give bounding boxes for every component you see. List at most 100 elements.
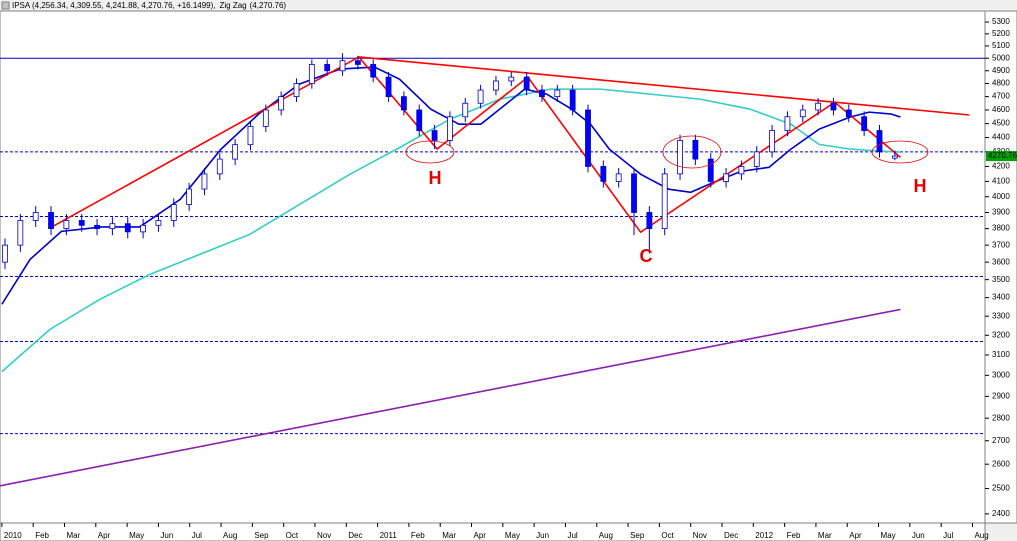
x-tick-label: Mar bbox=[818, 531, 832, 540]
indicator-line bbox=[358, 56, 970, 116]
candle-body bbox=[723, 173, 729, 182]
candle-body bbox=[63, 220, 70, 229]
candle-body bbox=[216, 158, 223, 175]
candle-body bbox=[32, 212, 39, 221]
x-tick-label: Apr bbox=[98, 531, 111, 540]
x-tick-label: Feb bbox=[411, 531, 425, 540]
candle-body bbox=[677, 139, 683, 175]
candle-body bbox=[170, 204, 177, 221]
candle-body bbox=[17, 220, 24, 246]
candle-body bbox=[308, 64, 315, 84]
x-tick-label: Jul bbox=[943, 531, 953, 540]
candle-body bbox=[155, 220, 162, 226]
candle-body bbox=[799, 109, 806, 118]
candle-body bbox=[339, 60, 346, 72]
x-tick-label: Oct bbox=[661, 531, 674, 540]
y-tick-label: 4500 bbox=[992, 119, 1010, 128]
x-tick-label: Jul bbox=[567, 531, 577, 540]
y-tick-label: 3900 bbox=[992, 208, 1010, 217]
x-tick-label: Aug bbox=[974, 531, 988, 540]
candle-body bbox=[109, 223, 116, 229]
x-tick-label: 2010 bbox=[4, 531, 22, 540]
candle-body bbox=[201, 173, 208, 190]
candle-body bbox=[186, 188, 193, 205]
candle-body bbox=[140, 224, 146, 233]
legend-text: (4,270.76) bbox=[250, 1, 287, 10]
candle-body bbox=[692, 139, 699, 160]
candle-body bbox=[370, 64, 377, 78]
x-tick-label: Jul bbox=[192, 531, 202, 540]
y-tick-label: 4200 bbox=[992, 162, 1010, 171]
candle-body bbox=[876, 130, 883, 153]
candle-body bbox=[600, 166, 607, 182]
y-tick-label: 3100 bbox=[992, 350, 1010, 359]
candle-body bbox=[78, 220, 85, 226]
indicator-line bbox=[0, 308, 901, 487]
x-axis-area bbox=[0, 522, 986, 541]
x-tick-label: Feb bbox=[787, 531, 801, 540]
candle-body bbox=[262, 109, 269, 127]
candle-body bbox=[815, 102, 822, 111]
x-tick-label: 2012 bbox=[755, 531, 773, 540]
x-tick-label: Dec bbox=[348, 531, 362, 540]
candle-body bbox=[523, 76, 530, 91]
y-tick-label: 3400 bbox=[992, 293, 1010, 302]
legend-text: Zig Zag bbox=[220, 1, 247, 10]
candle-body bbox=[784, 116, 791, 131]
x-tick-label: May bbox=[881, 531, 896, 540]
candle-body bbox=[585, 109, 591, 167]
y-tick-label: 3700 bbox=[992, 240, 1010, 249]
candle-body bbox=[493, 80, 499, 91]
y-tick-label: 3500 bbox=[992, 275, 1010, 284]
x-tick-label: Jun bbox=[536, 531, 549, 540]
plot-area bbox=[0, 10, 986, 524]
candle-body bbox=[738, 166, 745, 175]
candle-body bbox=[753, 151, 760, 167]
annotation: H bbox=[914, 176, 927, 196]
x-tick-label: Sep bbox=[630, 531, 645, 540]
x-tick-label: Oct bbox=[286, 531, 299, 540]
y-tick-label: 4900 bbox=[992, 66, 1010, 75]
candle-body bbox=[615, 173, 622, 182]
y-tick-label: 5300 bbox=[992, 17, 1010, 26]
y-tick-label: 4400 bbox=[992, 133, 1010, 142]
candle-body bbox=[477, 89, 484, 104]
candle-body bbox=[554, 89, 561, 98]
y-tick-label: 5000 bbox=[992, 53, 1010, 62]
x-tick-label: Aug bbox=[223, 531, 237, 540]
candle-body bbox=[48, 212, 54, 229]
y-tick-label: 4100 bbox=[992, 177, 1010, 186]
y-tick-label: 4000 bbox=[992, 192, 1010, 201]
y-tick-label: 5100 bbox=[992, 41, 1010, 50]
x-tick-label: Nov bbox=[317, 531, 331, 540]
y-tick-label: 3200 bbox=[992, 330, 1010, 339]
y-tick-label: 2600 bbox=[992, 459, 1010, 468]
x-tick-label: Feb bbox=[35, 531, 49, 540]
candle-body bbox=[124, 223, 131, 233]
annotation: C bbox=[640, 246, 653, 266]
y-tick-label: 5200 bbox=[992, 29, 1010, 38]
x-tick-label: Nov bbox=[693, 531, 707, 540]
candle-body bbox=[646, 212, 653, 229]
candle-body bbox=[631, 173, 637, 213]
y-tick-label: 2900 bbox=[992, 392, 1010, 401]
candle-body bbox=[861, 116, 868, 131]
highlight-ellipse bbox=[405, 140, 455, 164]
x-tick-label: Aug bbox=[599, 531, 613, 540]
y-tick-label: 3800 bbox=[992, 224, 1010, 233]
x-tick-label: May bbox=[505, 531, 520, 540]
y-tick-label: 4600 bbox=[992, 105, 1010, 114]
x-tick-label: Apr bbox=[474, 531, 487, 540]
candle-body bbox=[293, 83, 300, 98]
candle-body bbox=[247, 125, 254, 146]
y-axis-area bbox=[984, 10, 1017, 524]
candle-body bbox=[661, 173, 668, 229]
candle-body bbox=[431, 130, 438, 141]
candle-body bbox=[2, 244, 8, 263]
candle-body bbox=[830, 102, 837, 111]
x-tick-label: Mar bbox=[442, 531, 456, 540]
candle-body bbox=[447, 116, 453, 141]
annotation: H bbox=[429, 168, 442, 188]
